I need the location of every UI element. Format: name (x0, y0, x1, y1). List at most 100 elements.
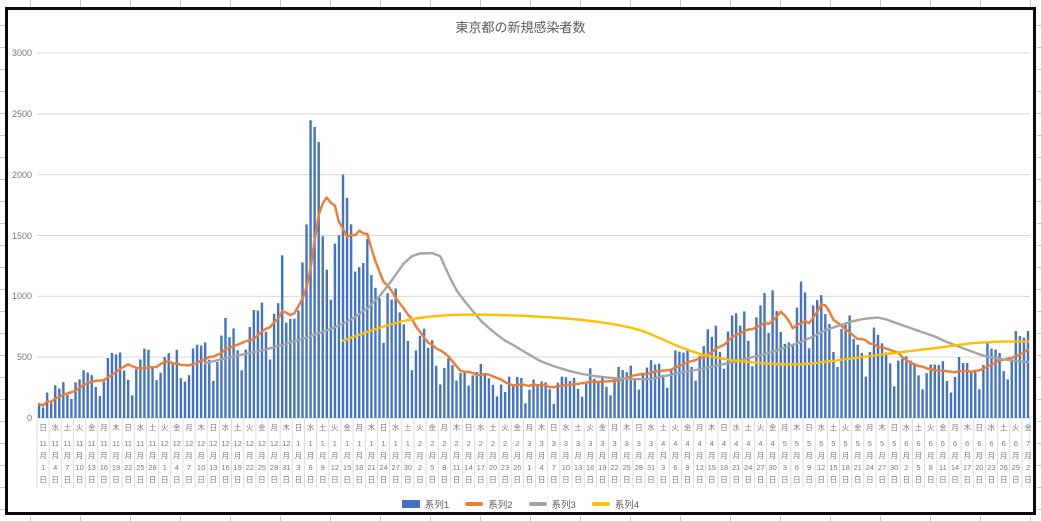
legend-item-series4[interactable]: 系列4 (591, 497, 640, 511)
x-tick-label: 月 4 月 12 日 (695, 423, 704, 484)
x-tick-label: 水 4 月 21 日 (732, 423, 741, 484)
x-tick-label: 月 12 月 28 日 (269, 423, 279, 484)
spreadsheet-gridline-stub (280, 516, 281, 521)
spreadsheet-gridline-stub (1037, 311, 1041, 312)
line-series-3 (203, 251, 1030, 381)
x-tick-label: 日 3 月 28 日 (634, 423, 644, 484)
x-tick-label: 日 11 月 1 日 (39, 423, 47, 484)
spreadsheet-gridline-stub (1030, 516, 1031, 521)
x-tick-label: 木 11 月 19 日 (111, 423, 121, 484)
x-tick-label: 日 12 月 13 日 (209, 423, 218, 484)
spreadsheet-gridline-stub (0, 47, 5, 48)
spreadsheet-gridline-stub (0, 179, 5, 180)
x-tick-label: 金 4 月 30 日 (768, 423, 777, 484)
spreadsheet-gridline-stub (380, 516, 381, 521)
spreadsheet-gridline-stub (1037, 509, 1041, 510)
series1-bar-swatch-icon (401, 500, 420, 508)
x-tick-label: 水 12 月 16 日 (221, 423, 230, 484)
spreadsheet-gridline-stub (780, 0, 781, 7)
legend-label-series4: 系列4 (614, 500, 640, 511)
x-tick-label: 火 12 月 1 日 (160, 423, 169, 484)
spreadsheet-gridline-stub (1037, 377, 1041, 378)
x-tick-label: 土 6 月 26 日 (999, 423, 1008, 484)
spreadsheet-gridline-stub (180, 516, 181, 521)
y-tick-label: 3000 (11, 48, 32, 58)
spreadsheet-gridline-stub (1037, 25, 1041, 26)
spreadsheet-gridline-stub (1037, 465, 1041, 466)
spreadsheet-gridline-stub (630, 0, 631, 7)
legend: 系列1 系列2 系列3 系列4 (8, 497, 1033, 511)
spreadsheet-gridline-stub (1037, 135, 1041, 136)
x-tick-label: 火 4 月 27 日 (756, 423, 765, 484)
spreadsheet-gridline-stub (680, 0, 681, 7)
legend-item-series1[interactable]: 系列1 (401, 497, 449, 511)
spreadsheet-gridline-stub (430, 0, 431, 7)
spreadsheet-gridline-stub (1037, 157, 1041, 158)
y-tick-label: 500 (16, 352, 32, 363)
spreadsheet-gridline-stub (0, 355, 5, 356)
spreadsheet-gridline-stub (130, 0, 131, 7)
spreadsheet-gridline-stub (1037, 69, 1041, 70)
spreadsheet-gridline-stub (880, 516, 881, 521)
x-tick-label: 木 12 月 10 日 (196, 423, 206, 484)
x-tick-label: 水 11 月 4 日 (51, 423, 60, 484)
x-tick-label: 金 6 月 11 日 (938, 423, 947, 484)
spreadsheet-gridline-stub (1037, 333, 1041, 334)
x-tick-label: 金 11 月 13 日 (87, 423, 96, 484)
spreadsheet-gridline-stub (1037, 267, 1041, 268)
spreadsheet-gridline-stub (730, 0, 731, 7)
spreadsheet-gridline-stub (580, 0, 581, 7)
y-tick-label: 1500 (11, 230, 32, 241)
chart-window-frame[interactable]: 東京都の新規感染者数 0 500 1000 1500 2000 2500 3000 日 11 月… (5, 7, 1036, 515)
spreadsheet-gridline-stub (0, 289, 5, 290)
legend-item-series2[interactable]: 系列2 (465, 497, 513, 511)
x-tick-label: 火 2 月 23 日 (500, 423, 510, 484)
x-tick-label: 土 11 月 28 日 (148, 423, 157, 484)
spreadsheet-gridline-stub (1037, 179, 1041, 180)
spreadsheet-gridline-stub (1037, 245, 1041, 246)
x-tick-label: 水 11 月 25 日 (136, 423, 145, 484)
x-tick-label: 金 12 月 25 日 (257, 423, 267, 484)
x-tick-label: 日 11 月 22 日 (124, 423, 133, 484)
spreadsheet-gridline-stub (1037, 113, 1041, 114)
spreadsheet-gridline-stub (1037, 289, 1041, 290)
spreadsheet-gridline-stub (780, 516, 781, 521)
x-tick-label: 土 11 月 7 日 (63, 423, 72, 484)
spreadsheet-gridline-stub (0, 465, 5, 466)
bars-series-1 (37, 120, 1030, 418)
x-tick-label: 月 11 月 16 日 (99, 423, 109, 484)
spreadsheet-gridline-stub (880, 0, 881, 7)
spreadsheet-gridline-stub (830, 0, 831, 7)
x-tick-label: 金 12 月 4 日 (172, 423, 181, 484)
spreadsheet-gridline-stub (1037, 399, 1041, 400)
spreadsheet-gridline-stub (0, 509, 5, 510)
x-tick-label: 木 3 月 25 日 (622, 423, 631, 484)
x-tick-label: 火 11 月 10 日 (75, 423, 84, 484)
spreadsheet-gridline-stub (1037, 487, 1041, 488)
spreadsheet-gridline-stub (0, 201, 5, 202)
x-tick-label: 木 5 月 27 日 (877, 423, 887, 484)
legend-item-series3[interactable]: 系列3 (528, 497, 576, 511)
x-tick-label: 土 5 月 15 日 (829, 423, 838, 484)
spreadsheet-gridline-stub (1037, 421, 1041, 422)
spreadsheet-gridline-stub (330, 0, 331, 7)
spreadsheet-gridline-stub (0, 443, 5, 444)
spreadsheet-gridline-stub (0, 135, 5, 136)
spreadsheet-gridline-stub (1030, 0, 1031, 7)
legend-label-series3: 系列3 (551, 500, 576, 511)
spreadsheet-gridline-stub (830, 516, 831, 521)
x-tick-label: 水 6 月 23 日 (987, 423, 996, 484)
x-tick-label: 月 3 月 22 日 (610, 423, 619, 484)
x-tick-label: 木 2 月 11 日 (452, 423, 461, 484)
